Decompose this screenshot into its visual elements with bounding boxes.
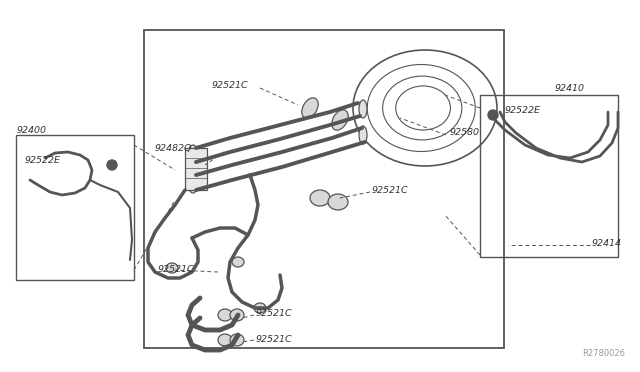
Ellipse shape bbox=[188, 173, 198, 193]
Text: 92400: 92400 bbox=[17, 125, 47, 135]
Text: 92521C: 92521C bbox=[256, 308, 292, 317]
Text: 92482Q: 92482Q bbox=[155, 144, 193, 153]
Text: 92521C: 92521C bbox=[372, 186, 408, 195]
Text: R2780026: R2780026 bbox=[582, 349, 625, 358]
Ellipse shape bbox=[254, 303, 266, 313]
Text: 92521C: 92521C bbox=[158, 266, 195, 275]
Text: 92521C: 92521C bbox=[256, 336, 292, 344]
Text: 92521C: 92521C bbox=[212, 80, 248, 90]
Bar bbox=[480, 95, 618, 257]
Text: 92522E: 92522E bbox=[505, 106, 541, 115]
Circle shape bbox=[107, 160, 117, 170]
Ellipse shape bbox=[230, 334, 244, 346]
Text: 92580: 92580 bbox=[450, 128, 480, 137]
Ellipse shape bbox=[232, 257, 244, 267]
Circle shape bbox=[488, 110, 498, 120]
Bar bbox=[16, 135, 134, 280]
Bar bbox=[144, 30, 504, 348]
Ellipse shape bbox=[310, 190, 330, 206]
Text: 92522E: 92522E bbox=[25, 155, 61, 164]
Text: 92410: 92410 bbox=[555, 83, 585, 93]
Bar bbox=[185, 148, 207, 190]
Ellipse shape bbox=[302, 98, 318, 118]
Ellipse shape bbox=[332, 110, 348, 130]
Ellipse shape bbox=[328, 194, 348, 210]
Ellipse shape bbox=[166, 263, 178, 273]
Ellipse shape bbox=[218, 334, 232, 346]
Ellipse shape bbox=[359, 100, 367, 118]
Ellipse shape bbox=[359, 126, 367, 144]
Ellipse shape bbox=[230, 309, 244, 321]
Ellipse shape bbox=[218, 309, 232, 321]
Ellipse shape bbox=[188, 145, 198, 165]
Text: 92414: 92414 bbox=[592, 238, 622, 247]
